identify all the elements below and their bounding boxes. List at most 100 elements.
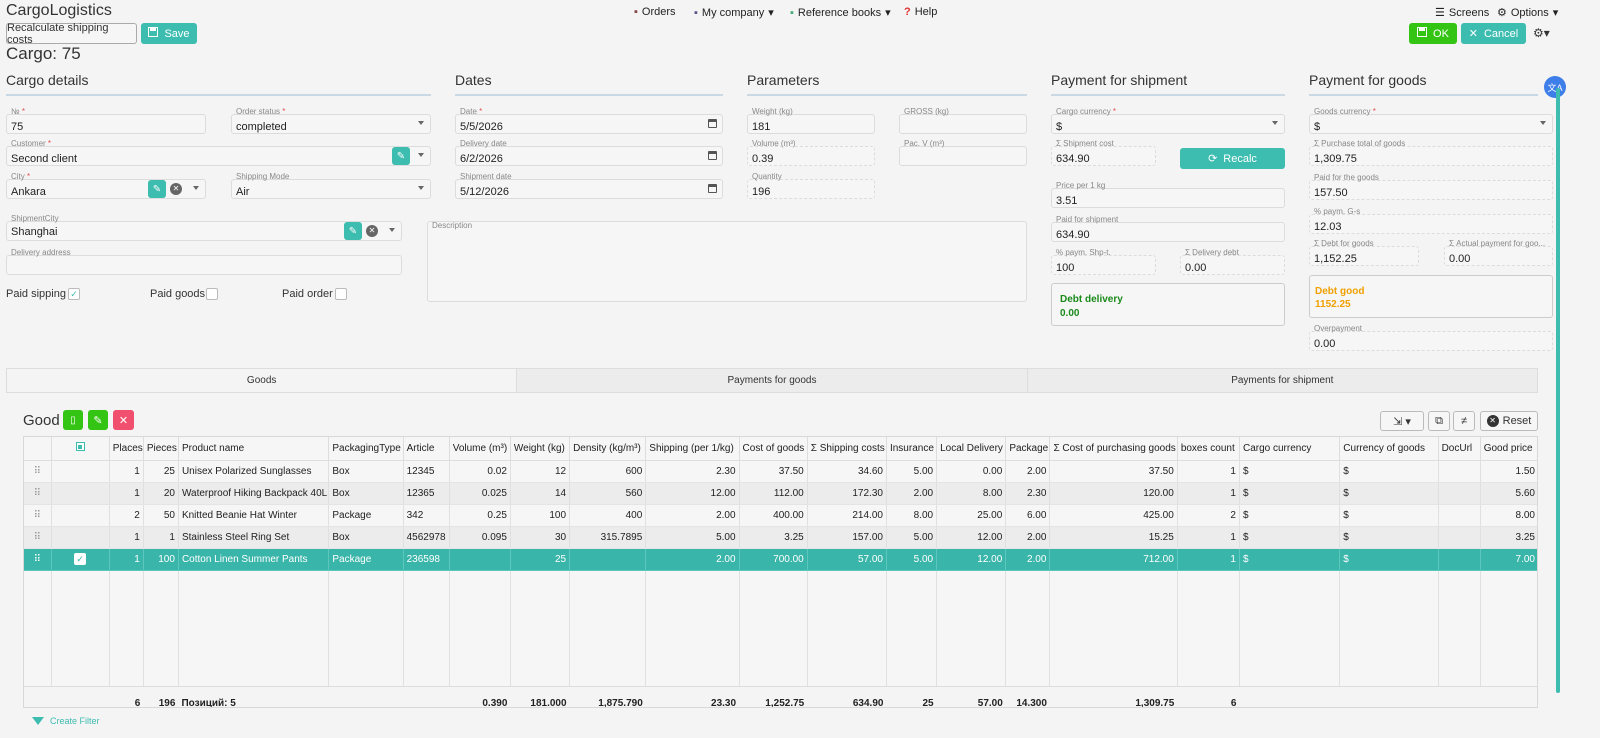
row-select-cell[interactable]	[51, 504, 110, 527]
edit-shipment-city-button[interactable]: ✎	[344, 222, 362, 240]
row-select-cell[interactable]: ✓	[51, 548, 110, 571]
drag-handle-icon[interactable]: ⠿	[24, 526, 52, 549]
column-header[interactable]: Product name	[178, 437, 330, 461]
edit-customer-button[interactable]: ✎	[392, 147, 410, 165]
column-header[interactable]: Good price	[1480, 437, 1537, 461]
nav-orders[interactable]: ▪ Orders	[634, 6, 676, 18]
payment-shipment-percent-field: % paym. Shp-t. 100	[1051, 248, 1156, 275]
drag-handle-icon[interactable]: ⠿	[24, 482, 52, 505]
column-header[interactable]: Currency of goods	[1339, 437, 1439, 461]
select-all-checkbox[interactable]	[75, 442, 85, 452]
table-cell: Knitted Beanie Hat Winter	[178, 504, 330, 527]
column-header[interactable]: Density (kg/m³)	[569, 437, 647, 461]
calendar-icon[interactable]	[708, 184, 717, 193]
delete-good-button[interactable]: ✕	[113, 410, 134, 430]
customer-select[interactable]: Customer * Second client	[6, 139, 431, 166]
calendar-icon[interactable]	[708, 151, 717, 160]
column-header[interactable]: Σ Cost of purchasing goods	[1049, 437, 1178, 461]
row-checkbox[interactable]: ✓	[74, 553, 87, 565]
column-header[interactable]	[24, 437, 52, 461]
drag-handle-icon[interactable]: ⠿	[24, 460, 52, 483]
nav-reference-books[interactable]: ▪ Reference books ▾	[790, 6, 891, 20]
paid-shipping-checkbox[interactable]: ✓	[68, 288, 80, 300]
table-row[interactable]: ⠿ 1 1 Stainless Steel Ring Set Box 4562978 0.0…	[24, 526, 1537, 549]
gross-field[interactable]: GROSS (kg)	[899, 107, 1027, 134]
cargo-currency-select[interactable]: Cargo currency * $	[1051, 107, 1285, 134]
table-cell: 12.00	[645, 482, 740, 505]
delivery-date-field[interactable]: Delivery date 6/2/2026	[455, 139, 723, 166]
column-header[interactable]: Shipping (per 1/kg)	[645, 437, 740, 461]
column-header[interactable]: Cargo currency	[1239, 437, 1341, 461]
price-per-kg-field[interactable]: Price per 1 kg 3.51	[1051, 181, 1285, 208]
column-header[interactable]: Σ Shipping costs	[807, 437, 887, 461]
weight-field[interactable]: Weight (kg) 181	[747, 107, 875, 134]
column-header[interactable]: boxes count	[1177, 437, 1240, 461]
table-row[interactable]: ⠿ 2 50 Knitted Beanie Hat Winter Package 342 0…	[24, 504, 1537, 527]
column-header[interactable]: Local Delivery	[936, 437, 1007, 461]
shipping-mode-select[interactable]: Shipping Mode Air	[231, 172, 431, 199]
reset-button[interactable]: ✕ Reset	[1480, 411, 1538, 431]
drag-handle-icon[interactable]: ⠿	[24, 548, 52, 571]
paid-goods-checkbox[interactable]	[206, 288, 218, 300]
export-dropdown-button[interactable]: ⇲ ▾	[1380, 411, 1424, 431]
not-equal-button[interactable]: ≠	[1453, 411, 1475, 431]
table-row[interactable]: ⠿ ✓ 1 100 Cotton Linen Summer Pants Package 23…	[24, 548, 1537, 571]
save-button[interactable]: Save	[141, 23, 197, 44]
select-all-column[interactable]	[51, 437, 110, 461]
ok-label: OK	[1433, 27, 1449, 40]
table-cell: Package	[328, 548, 404, 571]
add-good-button[interactable]: ▯	[63, 410, 83, 430]
goods-currency-select[interactable]: Goods currency * $	[1309, 107, 1553, 134]
clear-shipment-city-icon[interactable]: ✕	[366, 225, 378, 237]
nav-help[interactable]: ? Help	[904, 6, 937, 18]
column-header[interactable]: Pieces	[143, 437, 179, 461]
shipment-date-field[interactable]: Shipment date 5/12/2026	[455, 172, 723, 199]
table-row[interactable]: ⠿ 1 20 Waterproof Hiking Backpack 40L Box 123…	[24, 482, 1537, 505]
settings-gear-icon[interactable]: ⚙▾	[1533, 26, 1550, 40]
calendar-icon[interactable]	[708, 119, 717, 128]
column-header[interactable]: Volume (m³)	[449, 437, 511, 461]
recalculate-shipping-button[interactable]: Recalculate shipping costs	[6, 22, 137, 46]
paid-order-checkbox[interactable]	[335, 288, 347, 300]
drag-handle-icon[interactable]: ⠿	[24, 504, 52, 527]
column-header[interactable]: Places	[109, 437, 144, 461]
order-status-select[interactable]: Order status * completed	[231, 107, 431, 134]
tab-payments-for-shipment[interactable]: Payments for shipment	[1026, 369, 1537, 392]
recalc-button[interactable]: ⟳ Recalc	[1180, 148, 1285, 169]
column-header[interactable]: DocUrl	[1438, 437, 1481, 461]
column-header[interactable]: Package	[1005, 437, 1051, 461]
edit-city-button[interactable]: ✎	[148, 180, 166, 198]
column-header[interactable]: Cost of goods	[739, 437, 808, 461]
tab-payments-for-goods[interactable]: Payments for goods	[516, 369, 1027, 392]
page-scrollbar[interactable]	[1556, 88, 1560, 693]
table-row[interactable]: ⠿ 1 25 Unisex Polarized Sunglasses Box 12345 0…	[24, 460, 1537, 483]
row-select-cell[interactable]	[51, 526, 110, 549]
delivery-address-field[interactable]: Delivery address	[6, 248, 402, 275]
translate-icon[interactable]: 文A	[1544, 76, 1566, 98]
shipment-city-select[interactable]: ShipmentCity Shanghai	[6, 214, 402, 241]
number-field[interactable]: № * 75	[6, 107, 206, 134]
clear-city-icon[interactable]: ✕	[170, 183, 182, 195]
filter-icon	[32, 717, 44, 725]
column-header[interactable]: Article	[403, 437, 450, 461]
copy-button[interactable]: ⧉	[1428, 411, 1450, 431]
row-select-cell[interactable]	[51, 460, 110, 483]
paid-for-goods-field: Paid for the goods 157.50	[1309, 173, 1553, 200]
column-header[interactable]: Weight (kg)	[510, 437, 571, 461]
date-field[interactable]: Date * 5/5/2026	[455, 107, 723, 134]
row-select-cell[interactable]	[51, 482, 110, 505]
pac-volume-field[interactable]: Pac. V (m³)	[899, 139, 1027, 166]
table-cell: 236598	[403, 548, 450, 571]
column-header[interactable]: Insurance	[886, 437, 938, 461]
nav-options[interactable]: ⚙ Options ▾	[1497, 6, 1558, 20]
cancel-button[interactable]: ✕ Cancel	[1461, 23, 1526, 44]
create-filter-link[interactable]: Create Filter	[32, 716, 100, 726]
nav-screens[interactable]: ☰ Screens	[1435, 6, 1489, 20]
ok-button[interactable]: OK	[1409, 23, 1457, 44]
tab-goods[interactable]: Goods	[7, 369, 517, 392]
paid-for-shipment-field[interactable]: Paid for shipment 634.90	[1051, 215, 1285, 242]
edit-good-button[interactable]: ✎	[88, 410, 108, 430]
nav-my-company[interactable]: ▪ My company ▾	[694, 6, 774, 20]
column-header[interactable]: PackagingType	[328, 437, 404, 461]
description-field[interactable]: Description	[427, 221, 1027, 302]
